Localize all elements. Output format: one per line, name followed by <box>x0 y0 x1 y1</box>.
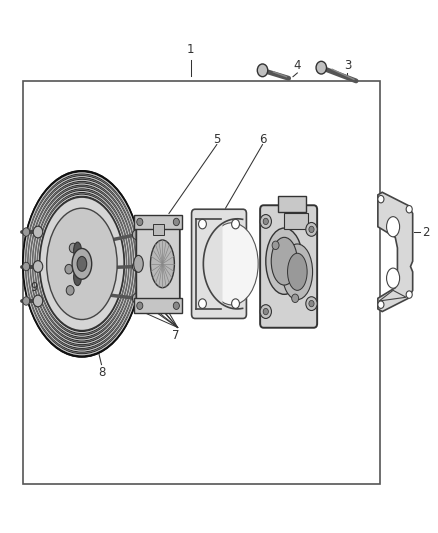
Ellipse shape <box>288 253 307 290</box>
Circle shape <box>263 309 268 315</box>
Circle shape <box>23 297 30 305</box>
Circle shape <box>198 299 206 309</box>
Bar <box>284 214 308 229</box>
Circle shape <box>23 228 30 236</box>
Circle shape <box>65 264 73 274</box>
Ellipse shape <box>23 171 141 357</box>
Circle shape <box>232 219 240 229</box>
Text: 9: 9 <box>30 281 38 294</box>
Ellipse shape <box>271 237 297 285</box>
Circle shape <box>66 286 74 295</box>
Ellipse shape <box>77 256 87 271</box>
Text: 1: 1 <box>187 43 194 55</box>
Circle shape <box>406 206 412 213</box>
Text: 8: 8 <box>98 366 105 379</box>
Ellipse shape <box>72 248 92 279</box>
Ellipse shape <box>39 197 124 330</box>
Ellipse shape <box>134 255 143 272</box>
Text: 3: 3 <box>344 59 351 71</box>
Circle shape <box>69 243 77 253</box>
Ellipse shape <box>74 269 81 286</box>
Bar <box>278 196 306 212</box>
Text: 4: 4 <box>293 59 301 71</box>
FancyBboxPatch shape <box>193 211 223 317</box>
Circle shape <box>292 294 299 303</box>
Ellipse shape <box>387 216 399 237</box>
Polygon shape <box>378 192 413 312</box>
Circle shape <box>173 218 180 225</box>
Ellipse shape <box>23 171 141 357</box>
Ellipse shape <box>266 228 303 294</box>
Circle shape <box>309 301 314 307</box>
Circle shape <box>173 302 180 310</box>
Circle shape <box>306 222 317 236</box>
Circle shape <box>316 61 326 74</box>
FancyBboxPatch shape <box>191 209 247 318</box>
Ellipse shape <box>47 208 117 319</box>
Circle shape <box>132 294 140 303</box>
Text: 2: 2 <box>422 225 430 239</box>
Circle shape <box>33 261 43 272</box>
Bar <box>195 216 243 221</box>
Circle shape <box>33 295 43 307</box>
Circle shape <box>257 64 268 77</box>
Circle shape <box>378 301 384 309</box>
Ellipse shape <box>282 244 313 300</box>
Circle shape <box>132 230 140 239</box>
Circle shape <box>23 262 30 271</box>
Ellipse shape <box>74 242 81 259</box>
Circle shape <box>272 241 279 249</box>
Circle shape <box>309 226 314 232</box>
FancyBboxPatch shape <box>136 216 180 312</box>
FancyBboxPatch shape <box>260 205 317 328</box>
Circle shape <box>137 218 143 225</box>
Circle shape <box>198 219 206 229</box>
Text: 7: 7 <box>172 329 179 342</box>
Circle shape <box>260 215 272 228</box>
Text: 5: 5 <box>213 133 220 146</box>
Circle shape <box>33 226 43 238</box>
Polygon shape <box>379 290 406 301</box>
Bar <box>23 81 380 484</box>
Bar <box>134 298 182 313</box>
Ellipse shape <box>387 268 399 288</box>
Ellipse shape <box>150 240 174 288</box>
Text: 6: 6 <box>259 133 266 146</box>
Ellipse shape <box>206 223 258 305</box>
Bar <box>153 224 164 235</box>
Circle shape <box>232 299 240 309</box>
Circle shape <box>132 262 140 271</box>
Circle shape <box>137 302 143 310</box>
Circle shape <box>378 196 384 203</box>
Circle shape <box>260 305 272 318</box>
Bar <box>134 215 182 229</box>
Circle shape <box>263 218 268 224</box>
Circle shape <box>406 291 412 298</box>
Circle shape <box>306 297 317 311</box>
